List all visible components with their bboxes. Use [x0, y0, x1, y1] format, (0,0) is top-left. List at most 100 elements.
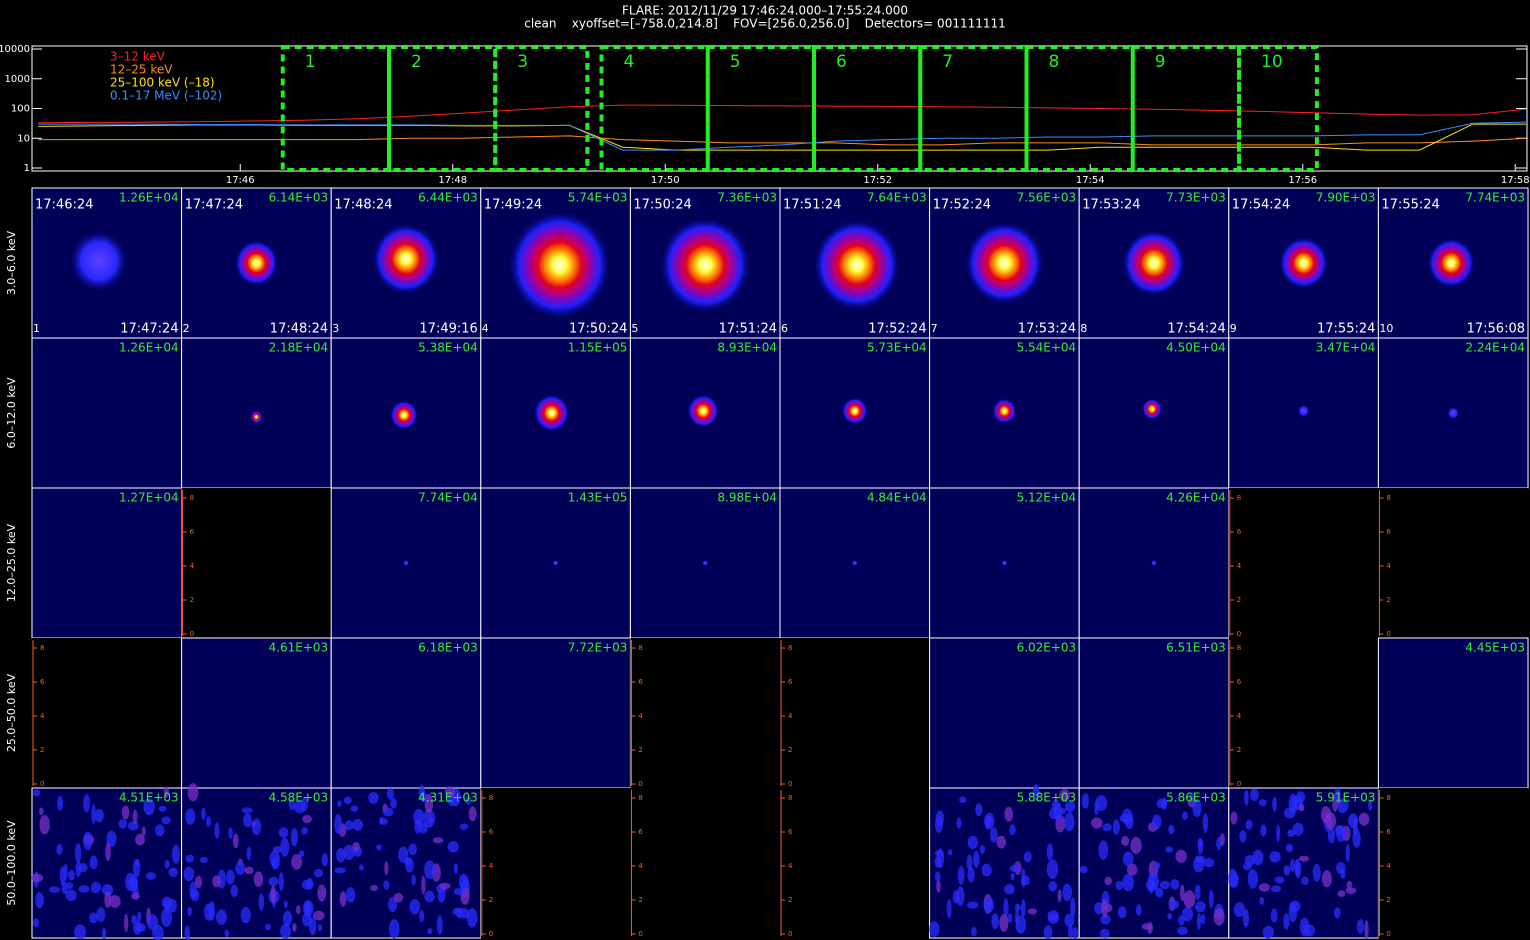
noise-speckle [419, 909, 425, 923]
noise-speckle [163, 786, 169, 798]
noise-speckle [1270, 885, 1281, 893]
noise-speckle [437, 887, 446, 903]
noise-speckle [283, 900, 288, 909]
image-cell [1377, 637, 1529, 789]
empty-axis-label: 0 [638, 930, 642, 938]
noise-speckle [160, 908, 173, 927]
source-blob [1151, 560, 1157, 566]
noise-speckle [298, 850, 305, 858]
noise-speckle [321, 853, 328, 867]
noise-speckle [56, 844, 63, 856]
noise-speckle [1054, 803, 1062, 822]
noise-speckle [1283, 913, 1290, 930]
noise-speckle [383, 880, 390, 890]
empty-axis-label: 0 [1386, 930, 1390, 938]
noise-speckle [1122, 873, 1135, 892]
noise-speckle [1192, 799, 1202, 818]
noise-speckle [271, 857, 280, 870]
y-tick-label: 100 [11, 104, 30, 115]
end-time: 17:54:24 [1167, 322, 1225, 337]
end-time: 17:56:08 [1467, 322, 1525, 337]
noise-speckle [1340, 868, 1346, 880]
noise-speckle [132, 809, 138, 825]
x-tick-label: 17:56 [1288, 175, 1317, 186]
series-line [38, 121, 1526, 151]
noise-speckle [246, 846, 252, 861]
max-label: 7.73E+03 [1166, 191, 1226, 205]
noise-speckle [167, 898, 177, 913]
noise-speckle [1334, 787, 1341, 803]
noise-speckle [1099, 928, 1110, 939]
interval-label: 6 [836, 52, 847, 72]
noise-speckle [444, 786, 455, 798]
series-line [38, 104, 1526, 124]
noise-speckle [308, 917, 317, 936]
row-label: 6.0–12.0 keV [5, 377, 18, 449]
end-time: 17:53:24 [1018, 322, 1076, 337]
noise-speckle [89, 855, 98, 870]
start-time: 17:47:24 [185, 198, 243, 213]
noise-speckle [75, 860, 82, 877]
noise-speckle [409, 898, 421, 915]
y-tick-label: 10000 [0, 44, 30, 55]
max-label: 5.12E+04 [1017, 491, 1077, 505]
noise-speckle [1059, 807, 1067, 815]
noise-speckle [979, 845, 986, 854]
source-blob [1122, 229, 1186, 297]
noise-speckle [337, 800, 342, 807]
max-label: 1.15E+05 [568, 341, 628, 355]
noise-speckle [101, 927, 107, 940]
start-time: 17:51:24 [783, 198, 841, 213]
noise-speckle [1170, 878, 1180, 890]
noise-speckle [1064, 800, 1076, 812]
max-label: 1.26E+04 [119, 191, 179, 205]
empty-axis-label: 2 [190, 596, 194, 604]
empty-axis-label: 2 [1386, 596, 1390, 604]
empty-axis-label: 0 [1237, 630, 1241, 638]
noise-speckle [1094, 902, 1104, 915]
noise-speckle [1358, 812, 1370, 826]
noise-speckle [1242, 909, 1250, 928]
noise-speckle [1239, 830, 1247, 843]
noise-speckle [956, 886, 965, 907]
interval-index: 8 [1080, 322, 1087, 335]
noise-speckle [967, 835, 979, 850]
noise-speckle [1364, 920, 1369, 940]
noise-speckle [224, 929, 229, 937]
noise-speckle [240, 906, 251, 924]
legend-entry: 0.1–17 MeV (–102) [110, 89, 222, 103]
empty-axis-label: 0 [489, 930, 493, 938]
noise-speckle [1202, 813, 1209, 833]
noise-speckle [288, 798, 295, 811]
noise-speckle [1122, 851, 1134, 867]
noise-speckle [1102, 823, 1112, 832]
empty-axis-label: 2 [489, 896, 493, 904]
noise-speckle [264, 923, 272, 931]
noise-speckle [135, 833, 145, 846]
empty-axis-label: 0 [190, 630, 194, 638]
interval-index: 7 [931, 322, 938, 335]
empty-axis-label: 8 [489, 794, 493, 802]
noise-speckle [1197, 838, 1204, 855]
image-cell [929, 637, 1080, 789]
noise-speckle [1288, 793, 1298, 814]
noise-speckle [1048, 881, 1058, 892]
source-blob [964, 221, 1045, 305]
noise-speckle [1194, 884, 1201, 901]
noise-speckle [411, 874, 416, 886]
empty-axis-label: 2 [638, 746, 642, 754]
noise-speckle [132, 858, 141, 878]
empty-axis-label: 8 [190, 494, 194, 502]
noise-speckle [317, 884, 327, 902]
noise-speckle [241, 807, 253, 814]
empty-cell [780, 788, 930, 938]
noise-speckle [101, 884, 114, 896]
noise-speckle [1151, 814, 1162, 830]
noise-speckle [1230, 872, 1239, 888]
noise-speckle [1346, 880, 1353, 889]
noise-speckle [459, 823, 469, 830]
max-label: 4.61E+03 [269, 641, 329, 655]
noise-speckle [258, 893, 265, 911]
noise-speckle [317, 924, 323, 932]
empty-cell [480, 788, 631, 938]
